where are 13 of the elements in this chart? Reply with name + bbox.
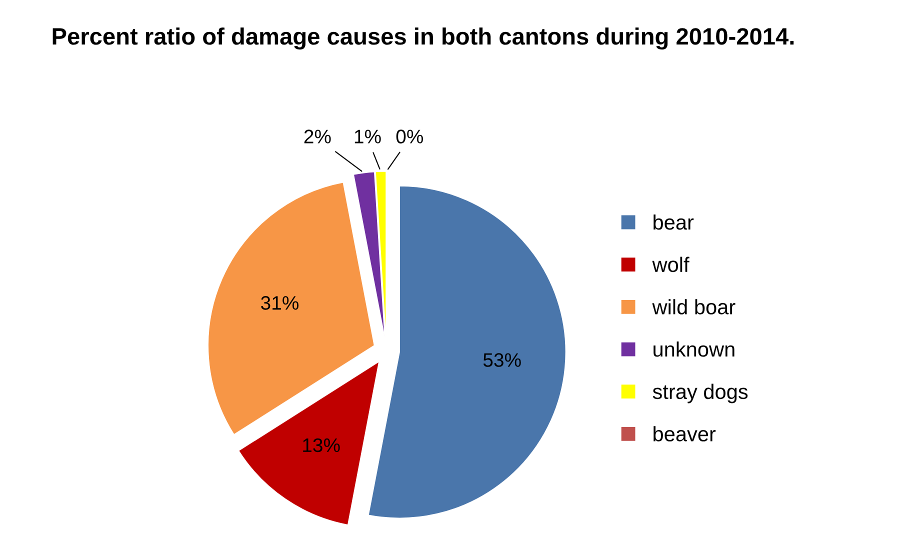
legend-label: unknown — [654, 341, 734, 357]
data-label: 31% — [261, 296, 298, 310]
data-label: 53% — [483, 353, 521, 367]
legend-label: bear — [654, 214, 694, 230]
legend-label: beaver — [654, 426, 716, 442]
legend-label: wolf — [652, 256, 690, 272]
data-label: 13% — [303, 438, 340, 452]
text: 0% — [396, 130, 424, 144]
data-label: 1% — [354, 130, 381, 144]
legend-label: stray dogs — [652, 384, 748, 404]
data-label: 2% — [304, 130, 331, 144]
chart-title: Percent ratio of damage causes in both cantons during 2010-2014. — [52, 27, 794, 50]
legend-label: wild boar — [652, 299, 736, 314]
